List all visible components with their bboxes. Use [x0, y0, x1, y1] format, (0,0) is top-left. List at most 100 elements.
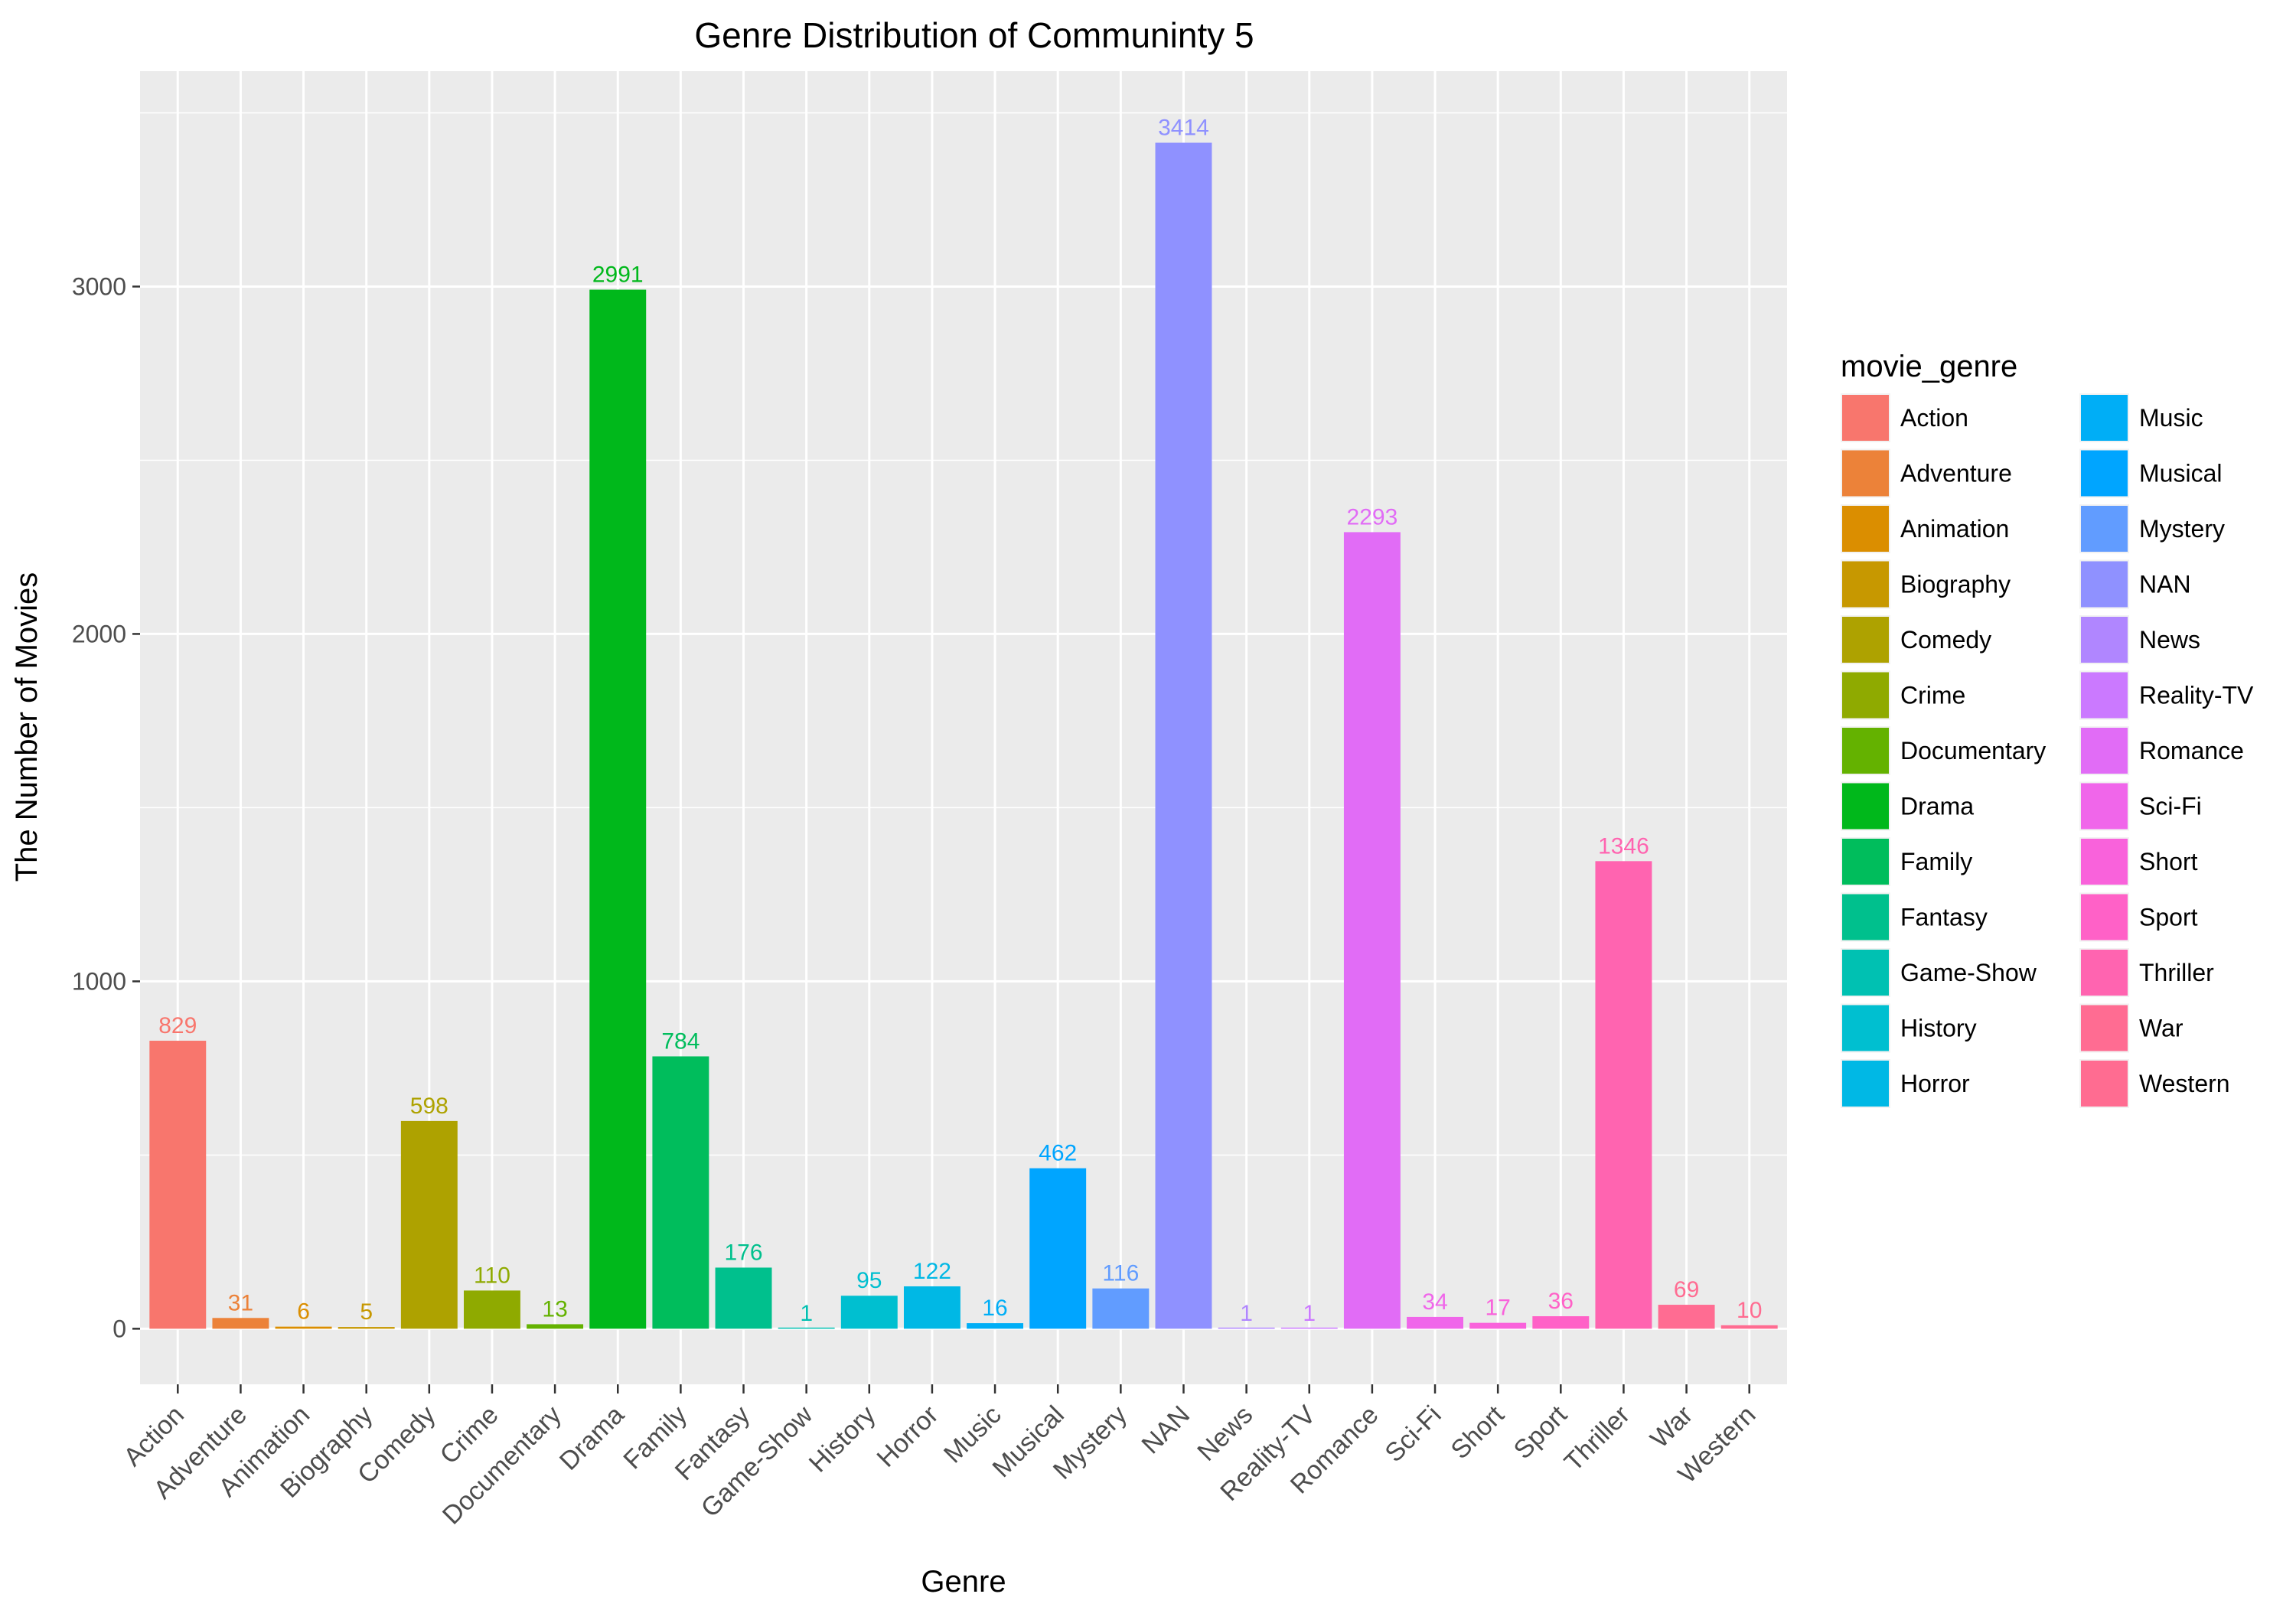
legend-label: Biography — [1900, 571, 2011, 598]
legend-label: Game-Show — [1900, 959, 2037, 986]
bar — [589, 289, 647, 1329]
legend-swatch — [2081, 672, 2128, 719]
legend-label: Music — [2139, 404, 2203, 432]
bar — [903, 1286, 960, 1329]
legend-swatch — [2081, 506, 2128, 552]
legend-swatch — [2081, 839, 2128, 885]
bar-value-label: 1 — [1303, 1301, 1316, 1326]
legend: movie_genre Action Adventure Animation Biog… — [1841, 350, 2254, 1108]
plot-panel — [140, 71, 1787, 1384]
bar-value-label: 5 — [360, 1299, 373, 1325]
bar — [1532, 1316, 1590, 1329]
bar-value-label: 1 — [1240, 1301, 1253, 1326]
bar-value-label: 110 — [474, 1263, 510, 1288]
bar-value-label: 462 — [1039, 1141, 1077, 1166]
bar-value-label: 36 — [1548, 1289, 1574, 1314]
bar — [652, 1056, 709, 1329]
bar-value-label: 13 — [542, 1296, 567, 1322]
legend-swatch — [2081, 728, 2128, 774]
bar-value-label: 176 — [724, 1240, 762, 1265]
bar — [1280, 1327, 1338, 1329]
legend-label: Animation — [1900, 515, 2009, 543]
y-tick-label: 0 — [113, 1315, 126, 1342]
legend-swatch — [1842, 1061, 1889, 1107]
bar — [1407, 1316, 1463, 1329]
bar — [1595, 861, 1652, 1329]
legend-label: Romance — [2139, 737, 2244, 764]
y-axis-title: The Number of Movies — [10, 572, 44, 882]
legend-swatch — [2081, 450, 2128, 497]
legend-label: Reality-TV — [2139, 682, 2254, 709]
bar — [1343, 532, 1401, 1329]
legend-swatch — [1842, 672, 1889, 719]
bar — [212, 1318, 269, 1329]
x-tick-label: Short — [1445, 1400, 1510, 1465]
bar — [1029, 1168, 1087, 1329]
y-tick-label: 1000 — [72, 967, 126, 995]
bar — [464, 1290, 520, 1329]
bar — [527, 1324, 584, 1329]
bar — [275, 1326, 332, 1329]
bar — [1720, 1325, 1778, 1329]
legend-label: Documentary — [1900, 737, 2046, 764]
legend-label: Western — [2139, 1070, 2230, 1097]
x-axis-title: Genre — [921, 1565, 1006, 1599]
legend-swatch — [1842, 1005, 1889, 1051]
legend-swatch — [1842, 950, 1889, 996]
legend-swatch — [1842, 561, 1889, 608]
legend-label: Horror — [1900, 1070, 1970, 1097]
bar-value-label: 122 — [913, 1259, 951, 1284]
bar — [778, 1327, 835, 1329]
bar — [1658, 1305, 1715, 1329]
legend-label: Sci-Fi — [2139, 793, 2202, 820]
legend-label: Thriller — [2139, 959, 2214, 986]
x-tick-label: Horror — [872, 1400, 944, 1473]
y-axis: 0 1000 2000 3000 — [72, 272, 140, 1342]
bar — [149, 1041, 207, 1329]
legend-swatch — [1842, 783, 1889, 830]
bar — [715, 1267, 772, 1329]
legend-swatch — [2081, 950, 2128, 996]
legend-swatch — [1842, 839, 1889, 885]
bar-value-label: 6 — [297, 1299, 310, 1325]
bar-value-label: 598 — [410, 1094, 448, 1119]
bar — [1218, 1327, 1275, 1329]
bar — [967, 1323, 1024, 1329]
bar-value-label: 31 — [228, 1290, 253, 1315]
legend-swatch — [2081, 783, 2128, 830]
bar-value-label: 34 — [1422, 1289, 1447, 1315]
legend-label: Mystery — [2139, 515, 2225, 543]
bar-value-label: 2293 — [1347, 504, 1398, 530]
legend-swatch — [1842, 395, 1889, 441]
y-tick-label: 3000 — [72, 272, 126, 300]
bar-value-label: 16 — [982, 1296, 1007, 1321]
legend-label: Drama — [1900, 793, 1974, 820]
x-tick-label: Drama — [554, 1400, 630, 1476]
legend-label: History — [1900, 1015, 1977, 1042]
legend-swatch — [2081, 894, 2128, 940]
legend-label: Short — [2139, 848, 2198, 875]
minor-gridlines — [140, 112, 1787, 1156]
bar — [1092, 1288, 1150, 1329]
bar-value-label: 17 — [1485, 1296, 1510, 1321]
bar-value-label: 829 — [158, 1013, 197, 1038]
x-tick-label: History — [804, 1400, 882, 1478]
legend-label: Adventure — [1900, 460, 2012, 487]
legend-label: Family — [1900, 848, 1972, 875]
legend-label: Musical — [2139, 460, 2222, 487]
legend-swatch — [1842, 894, 1889, 940]
bar-value-label: 784 — [661, 1028, 700, 1054]
legend-swatch — [1842, 617, 1889, 663]
x-tick-label: Sci-Fi — [1379, 1400, 1446, 1468]
bar — [400, 1120, 458, 1329]
legend-swatch — [2081, 561, 2128, 608]
bar — [338, 1327, 395, 1329]
legend-swatch — [1842, 728, 1889, 774]
legend-label: Crime — [1900, 682, 1965, 709]
legend-label: Action — [1900, 404, 1968, 432]
bar-value-label: 116 — [1102, 1261, 1139, 1286]
legend-title: movie_genre — [1841, 350, 2017, 383]
legend-swatch — [2081, 1061, 2128, 1107]
x-axis: ActionAdventureAnimationBiographyComedyC… — [118, 1384, 1761, 1530]
